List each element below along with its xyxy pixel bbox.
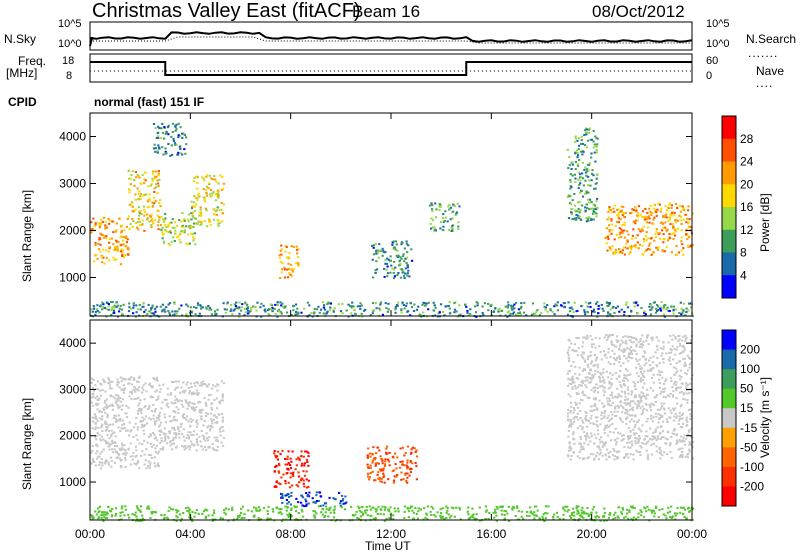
power-ytick-label: 2000 <box>59 223 86 237</box>
nsky-label: N.Sky <box>4 32 37 46</box>
time-tick-label: 00:00 <box>75 527 105 541</box>
velocity-panel: 4000 3000 2000 1000 <box>59 319 695 522</box>
power-echo-region <box>90 301 694 318</box>
power-echo-region <box>90 216 130 266</box>
power-colorbar-tick-label: 28 <box>740 132 754 146</box>
time-tick-label: 16:00 <box>476 527 506 541</box>
velocity-colorbar-swatch <box>722 408 736 429</box>
power-colorbar-swatch <box>722 229 736 253</box>
power-ytick-label: 4000 <box>59 129 86 143</box>
nsearch-label: N.Search <box>746 32 797 46</box>
power-echo-region <box>160 212 197 247</box>
nave-tick-top: 60 <box>706 55 719 67</box>
date-label: 08/Oct/2012 <box>592 2 685 21</box>
nsky-trace <box>89 31 693 47</box>
power-echo-region <box>428 202 461 232</box>
velocity-colorbar-swatch <box>722 388 736 409</box>
power-colorbar-swatch <box>722 207 736 231</box>
power-colorbar-tick-label: 20 <box>740 177 754 191</box>
power-colorbar-frame <box>721 115 737 299</box>
power-colorbar-swatch <box>722 184 736 208</box>
power-panel: 4000 3000 2000 1000 <box>59 112 694 318</box>
power-echo-region <box>127 169 163 232</box>
nave-dotted-key: .... <box>756 76 774 90</box>
power-echo-region <box>190 174 226 228</box>
velocity-colorbar-frame <box>721 329 737 507</box>
velocity-colorbar-tick-label: -15 <box>740 421 758 435</box>
velocity-colorbar-swatch <box>722 369 736 390</box>
beam-label: Beam 16 <box>352 2 421 21</box>
vel-ytick-label: 2000 <box>59 429 86 443</box>
freq-tick-top: 18 <box>62 55 75 67</box>
freq-trace <box>90 61 692 76</box>
velocity-colorbar-swatch <box>722 330 736 351</box>
cpid-value: normal (fast) 151 IF <box>94 95 205 109</box>
vel-echo-region <box>566 334 695 461</box>
power-colorbar-swatch <box>722 161 736 185</box>
vel-echo-region <box>160 380 226 452</box>
vel-ytick-label: 4000 <box>59 336 86 350</box>
velocity-colorbar-tick-label: 50 <box>740 382 754 396</box>
nsearch-dotted-key: ....... <box>748 46 779 60</box>
velocity-colorbar-swatch <box>722 486 736 507</box>
time-tick-label: 04:00 <box>175 527 205 541</box>
freq-label: Freq. <box>18 54 47 68</box>
power-echo-region <box>604 202 694 256</box>
power-colorbar-tick-label: 12 <box>740 223 754 237</box>
freq-panel-frame <box>89 53 693 83</box>
time-tick-label: 20:00 <box>577 527 607 541</box>
power-colorbar-tick-label: 16 <box>740 200 754 214</box>
nsky-panel-frame <box>89 21 693 51</box>
nsky-tick-top: 10^5 <box>58 18 82 30</box>
power-colorbar-swatch <box>722 116 736 140</box>
velocity-colorbar-swatch <box>722 447 736 468</box>
power-echo-region <box>566 127 599 223</box>
nsearch-tick-bottom: 10^0 <box>706 38 730 50</box>
chart-title: Christmas Valley East (fitACF) <box>92 0 361 22</box>
time-tick-label: 08:00 <box>276 527 306 541</box>
power-echo-region <box>278 244 300 279</box>
power-colorbar-tick-label: 24 <box>740 155 754 169</box>
vel-ytick-label: 1000 <box>59 475 86 489</box>
velocity-colorbar-tick-label: -100 <box>740 460 764 474</box>
time-tick-label: 00:00 <box>677 527 707 541</box>
nave-tick-bottom: 0 <box>706 70 713 82</box>
velocity-colorbar-tick-label: 100 <box>740 362 760 376</box>
time-tick-label: 12:00 <box>376 527 406 541</box>
nave-label: Nave <box>756 64 785 78</box>
velocity-colorbar-tick-label: 15 <box>740 401 754 415</box>
velocity-colorbar-tick-label: -200 <box>740 479 764 493</box>
vel-ytick-label: 3000 <box>59 382 86 396</box>
power-colorbar-tick-label: 8 <box>740 246 747 260</box>
cpid-label: CPID <box>8 95 37 109</box>
freq-unit-label: [MHz] <box>6 66 38 80</box>
power-colorbar-tick-label: 4 <box>740 268 747 282</box>
freq-tick-bottom: 8 <box>66 70 73 82</box>
power-background <box>90 113 692 316</box>
power-ytick-label: 1000 <box>59 270 86 284</box>
velocity-colorbar-swatch <box>722 427 736 448</box>
power-echo-region <box>371 240 414 280</box>
vel-echo-region <box>366 445 419 484</box>
power-colorbar-swatch <box>722 252 736 276</box>
velocity-colorbar-tick-label: -50 <box>740 440 758 454</box>
nsearch-tick-top: 10^5 <box>706 18 730 30</box>
vel-echo-region <box>90 375 163 470</box>
vel-echo-region <box>280 491 348 508</box>
vel-echo-region <box>273 449 310 489</box>
power-colorbar-swatch <box>722 275 736 299</box>
power-echo-region <box>152 122 188 157</box>
power-colorbar-swatch <box>722 138 736 162</box>
power-ytick-label: 3000 <box>59 176 86 190</box>
nsky-tick-bottom: 10^0 <box>58 38 82 50</box>
velocity-colorbar-swatch <box>722 466 736 487</box>
velocity-colorbar-swatch <box>722 349 736 370</box>
velocity-colorbar-tick-label: 200 <box>740 343 760 357</box>
time-axis-label: Time UT <box>365 539 411 553</box>
